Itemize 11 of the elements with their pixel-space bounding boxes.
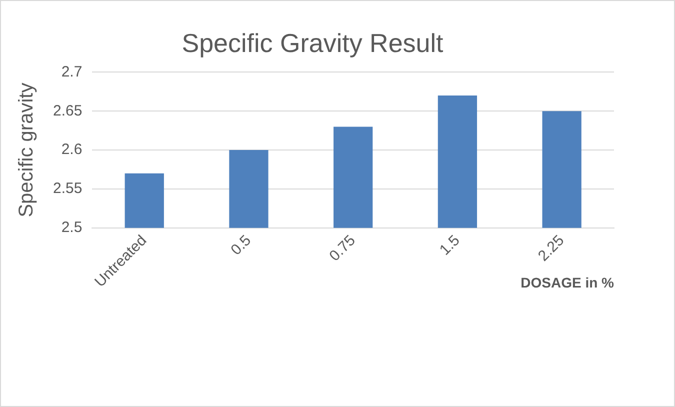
y-tick-label: 2.6 [61,141,82,158]
x-tick-label: 1.5 [436,232,464,259]
x-tick-label: 0.5 [228,232,254,259]
y-tick-label: 2.65 [52,102,82,120]
y-tick-label: 2.7 [61,63,82,80]
y-axis-title: Specific gravity [16,82,38,218]
y-tick-label: 2.55 [52,180,82,198]
x-axis-title: DOSAGE in % [520,274,615,290]
x-tick-label: 0.75 [326,232,359,265]
chart-title: Specific Gravity Result [182,28,444,58]
y-tick-label: 2.5 [61,219,82,236]
